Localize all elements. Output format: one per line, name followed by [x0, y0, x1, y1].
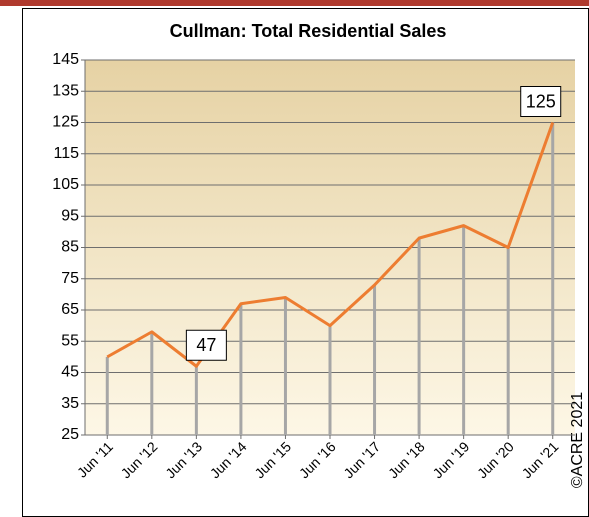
- y-tick-label: 45: [61, 364, 79, 381]
- y-tick-label: 145: [52, 51, 79, 68]
- y-tick-label: 85: [61, 239, 79, 256]
- y-tick-label: 65: [61, 301, 79, 318]
- data-label-box: [520, 86, 562, 117]
- y-tick-label: 135: [52, 82, 79, 99]
- data-label-box: [185, 329, 227, 361]
- top-bar: [0, 0, 589, 6]
- data-label: 125: [526, 91, 556, 111]
- y-tick-label: 55: [61, 332, 79, 349]
- y-tick-label: 35: [61, 395, 79, 412]
- copyright: ©ACRE 2021: [569, 392, 586, 488]
- y-tick-label: 75: [61, 270, 79, 287]
- data-line: [106, 121, 555, 368]
- data-label: 47: [196, 335, 216, 355]
- y-tick-label: 115: [53, 145, 79, 162]
- y-tick-label: 125: [52, 114, 79, 131]
- y-tick-label: 105: [52, 176, 79, 193]
- y-tick-label: 25: [61, 426, 79, 443]
- chart-title: Cullman: Total Residential Sales: [170, 21, 447, 41]
- y-tick-label: 95: [61, 207, 79, 224]
